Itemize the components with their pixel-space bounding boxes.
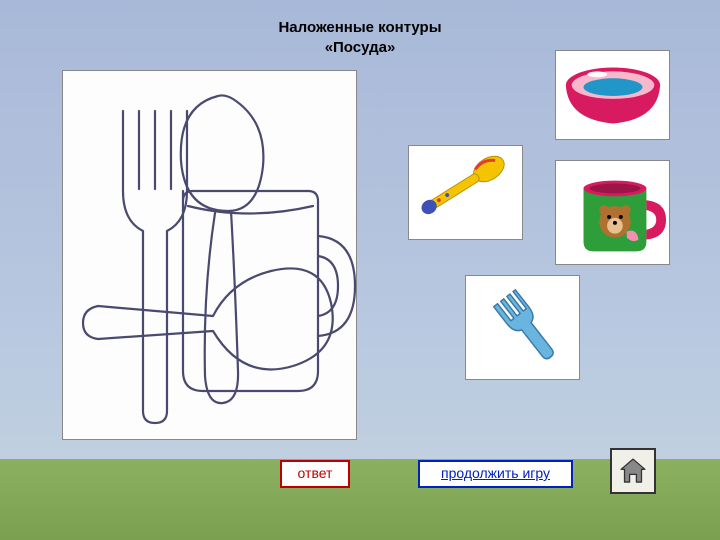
answer-card-cup[interactable]: [555, 160, 670, 265]
title-line1: Наложенные контуры: [278, 18, 441, 38]
continue-button[interactable]: продолжить игру: [418, 460, 573, 488]
page-title: Наложенные контуры «Посуда»: [278, 18, 441, 59]
home-button[interactable]: [610, 448, 656, 494]
answer-card-fork[interactable]: [465, 275, 580, 380]
answer-button-label: ответ: [298, 465, 333, 481]
outline-puzzle-panel: [62, 70, 357, 440]
answer-card-spoon[interactable]: [408, 145, 523, 240]
answer-button[interactable]: ответ: [280, 460, 350, 488]
title-line2: «Посуда»: [278, 38, 441, 58]
continue-button-label: продолжить игру: [441, 465, 550, 481]
answer-card-bowl[interactable]: [555, 50, 670, 140]
overlapping-outlines-svg: [63, 71, 358, 441]
bowl-icon: [556, 50, 669, 140]
spoon-icon: [409, 145, 522, 240]
fork-icon: [466, 275, 579, 380]
home-icon: [616, 454, 650, 488]
cup-icon: [556, 160, 669, 265]
